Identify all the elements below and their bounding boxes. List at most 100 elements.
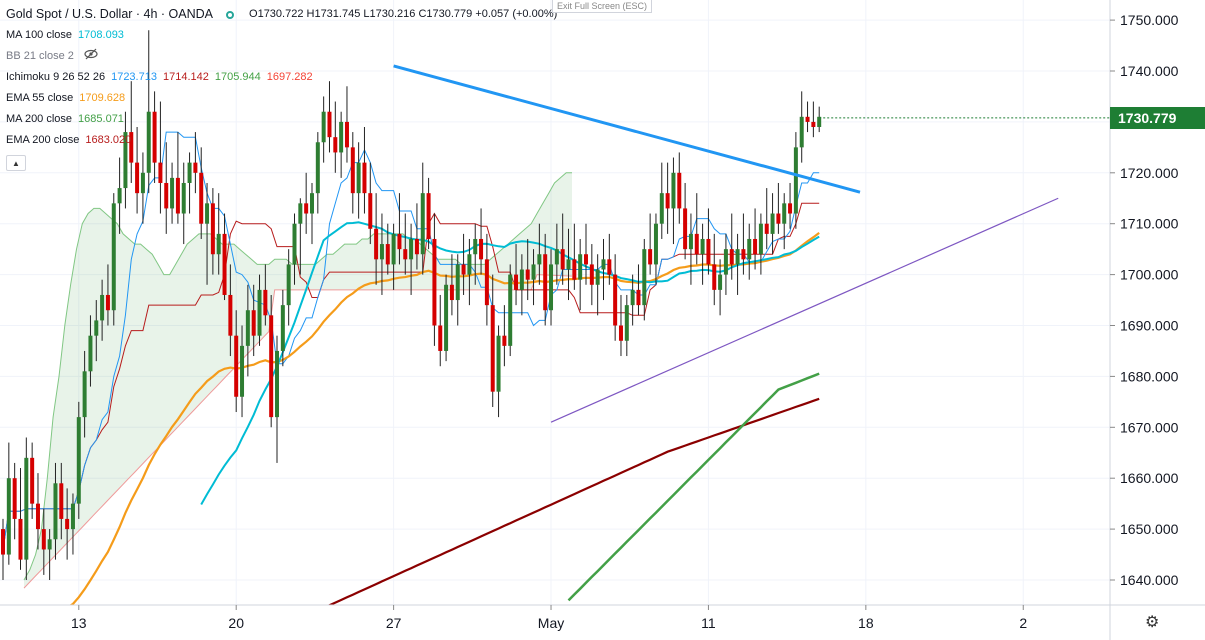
candle-body xyxy=(47,539,52,550)
candle-body xyxy=(12,478,17,519)
candle-body xyxy=(636,289,641,306)
indicator-ema200[interactable]: EMA 200 close 1683.020 xyxy=(6,134,132,146)
candle-body xyxy=(350,147,355,194)
candle-body xyxy=(420,193,425,255)
candle-body xyxy=(205,203,210,224)
y-tick-label: 1710.000 xyxy=(1120,216,1179,232)
candle-body xyxy=(584,254,588,265)
indicator-ma200[interactable]: MA 200 close 1685.071 xyxy=(6,113,124,125)
last-price-label: 1730.779 xyxy=(1110,107,1205,129)
x-tick-label: 18 xyxy=(858,615,874,631)
candle-body xyxy=(683,208,688,250)
candle-body xyxy=(514,274,519,290)
indicator-ema55[interactable]: EMA 55 close 1709.628 xyxy=(6,92,126,104)
candle-body xyxy=(811,121,816,127)
candle-body xyxy=(18,518,23,560)
candle-body xyxy=(723,249,728,275)
candle-body xyxy=(455,264,460,301)
candle-body xyxy=(175,177,180,214)
candle-body xyxy=(70,503,75,530)
x-tick-label: 20 xyxy=(228,615,244,631)
candle-body xyxy=(426,193,431,239)
candle-body xyxy=(379,244,384,260)
gear-icon[interactable]: ⚙ xyxy=(1145,614,1160,631)
chevron-up-icon[interactable]: ▲ xyxy=(6,155,26,171)
candle-body xyxy=(793,147,798,214)
candle-body xyxy=(304,203,309,214)
candles xyxy=(1,30,822,580)
candle-body xyxy=(374,228,379,260)
x-tick-label: May xyxy=(538,615,564,631)
candle-body xyxy=(41,529,46,550)
y-tick-label: 1740.000 xyxy=(1120,63,1179,79)
indicator-bb21[interactable]: BB 21 close 2 xyxy=(6,46,560,67)
candle-body xyxy=(566,259,571,270)
candle-body xyxy=(589,264,594,285)
candle-body xyxy=(788,203,793,214)
y-tick-label: 1690.000 xyxy=(1120,318,1179,334)
candle-body xyxy=(391,233,396,265)
candle-body xyxy=(321,111,326,143)
candle-body xyxy=(129,132,134,163)
candle-body xyxy=(339,121,344,153)
ohlc-values: O1730.722 H1731.745 L1730.216 C1730.779 … xyxy=(249,8,558,20)
candle-body xyxy=(461,264,466,275)
candle-body xyxy=(467,254,472,275)
indicator-ma100[interactable]: MA 100 close 1708.093 xyxy=(6,29,124,41)
candle-body xyxy=(537,254,542,265)
candle-body xyxy=(94,320,99,336)
candle-body xyxy=(432,238,437,326)
candle-body xyxy=(403,249,408,260)
candle-body xyxy=(315,142,320,194)
status-dot-icon xyxy=(226,10,235,19)
candle-body xyxy=(694,233,699,255)
candle-body xyxy=(543,254,548,311)
candle-body xyxy=(362,162,367,194)
candle-body xyxy=(700,238,705,255)
ichimoku-span-b xyxy=(23,274,573,589)
candle-body xyxy=(65,518,70,530)
y-tick-label: 1650.000 xyxy=(1120,521,1179,537)
candle-body xyxy=(747,238,752,260)
candle-body xyxy=(508,274,513,346)
y-tick-label: 1720.000 xyxy=(1120,165,1179,181)
candle-body xyxy=(275,350,280,418)
candle-body xyxy=(269,315,274,418)
candle-body xyxy=(164,182,169,209)
candle-body xyxy=(193,162,198,173)
candle-body xyxy=(30,457,35,504)
candle-body xyxy=(409,238,414,260)
candle-body xyxy=(560,249,565,270)
symbol-title[interactable]: Gold Spot / U.S. Dollar · 4h · OANDA xyxy=(6,7,214,21)
candle-body xyxy=(479,238,484,260)
candle-body xyxy=(146,111,151,173)
x-tick-label: 13 xyxy=(71,615,87,631)
candle-body xyxy=(770,213,775,234)
candle-body xyxy=(473,238,478,255)
plot-area xyxy=(0,0,1110,605)
candle-body xyxy=(671,172,676,209)
y-tick-label: 1660.000 xyxy=(1120,470,1179,486)
candle-body xyxy=(572,259,577,280)
candle-body xyxy=(764,223,769,234)
candle-body xyxy=(251,310,256,336)
candle-body xyxy=(549,264,554,311)
eye-off-icon[interactable] xyxy=(84,46,98,67)
candle-body xyxy=(333,137,338,153)
candle-body xyxy=(140,172,145,194)
candle-body xyxy=(292,223,297,265)
candle-body xyxy=(245,310,250,346)
candle-body xyxy=(665,193,670,209)
candle-body xyxy=(111,203,116,311)
candle-body xyxy=(53,483,58,540)
candle-body xyxy=(76,417,81,504)
exit-fullscreen-button[interactable]: Exit Full Screen (ESC) xyxy=(552,0,653,13)
candle-body xyxy=(105,294,110,311)
candle-body xyxy=(449,284,454,301)
candle-body xyxy=(123,132,128,189)
candle-body xyxy=(117,188,122,204)
candle-body xyxy=(240,345,245,397)
indicator-ichimoku[interactable]: Ichimoku 9 26 52 26 1723.713 1714.142 17… xyxy=(6,71,313,83)
candle-body xyxy=(531,264,536,280)
